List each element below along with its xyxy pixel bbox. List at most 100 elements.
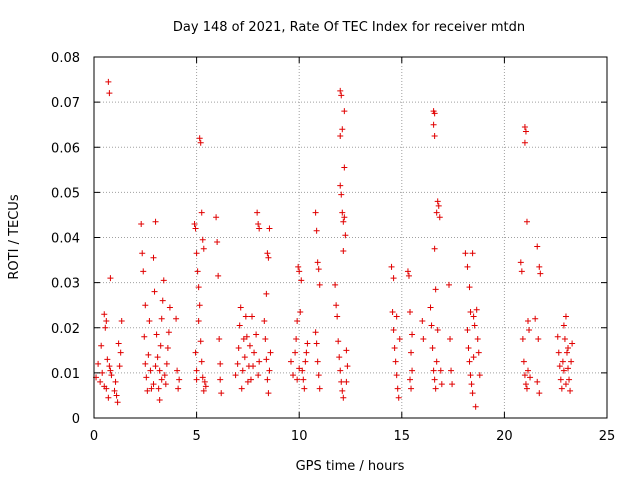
data-point [197, 338, 204, 345]
data-point [430, 367, 437, 374]
x-tick-label: 25 [599, 429, 616, 444]
data-point [161, 372, 168, 379]
data-point [95, 360, 102, 367]
data-point [523, 218, 530, 225]
data-point [315, 266, 322, 273]
data-point [315, 372, 322, 379]
data-point [241, 354, 248, 361]
x-tick-label: 5 [192, 429, 200, 444]
data-point [431, 110, 438, 117]
y-tick-label: 0.03 [51, 277, 80, 292]
data-point [561, 336, 568, 343]
grid-lines [94, 57, 607, 418]
x-tick-label: 20 [496, 429, 513, 444]
data-point [105, 394, 112, 401]
data-point [537, 270, 544, 277]
data-point [200, 387, 207, 394]
data-point [447, 336, 454, 343]
data-point [264, 376, 271, 383]
data-point [298, 277, 305, 284]
data-point [391, 345, 398, 352]
data-point [522, 128, 529, 135]
data-point [107, 367, 114, 374]
data-point [522, 381, 529, 388]
data-point [438, 381, 445, 388]
data-point [290, 372, 297, 379]
data-point [154, 354, 161, 361]
data-point [255, 220, 262, 227]
data-point [445, 281, 452, 288]
data-point [468, 381, 475, 388]
data-point [256, 225, 263, 232]
y-tick-label: 0 [72, 412, 80, 427]
data-point [474, 336, 481, 343]
data-point [201, 378, 208, 385]
data-point [142, 360, 149, 367]
data-point [242, 313, 249, 320]
data-point [236, 322, 243, 329]
data-point [159, 297, 166, 304]
data-point [265, 254, 272, 261]
data-point [196, 302, 203, 309]
data-point [428, 322, 435, 329]
data-point [565, 345, 572, 352]
data-point [200, 245, 207, 252]
data-point [388, 263, 395, 270]
data-point [567, 387, 574, 394]
data-point [303, 349, 310, 356]
axis-tick-labels: 0 5 10 15 20 25 0 0.01 0.02 0.03 0.04 0.05 0.06 0.07 0… [51, 51, 615, 444]
data-point [408, 349, 415, 356]
data-point [102, 324, 109, 331]
data-point [313, 227, 320, 234]
y-tick-label: 0.06 [51, 141, 80, 156]
data-point [155, 385, 162, 392]
data-point [198, 209, 205, 216]
data-point [337, 132, 344, 139]
data-point [466, 358, 473, 365]
data-point [294, 317, 301, 324]
data-point [336, 354, 343, 361]
data-point [430, 121, 437, 128]
data-point [218, 390, 225, 397]
data-point [117, 349, 124, 356]
data-point [299, 367, 306, 374]
data-point [108, 372, 115, 379]
data-point [264, 250, 271, 257]
data-point [216, 336, 223, 343]
data-point [558, 385, 565, 392]
data-point [314, 259, 321, 266]
data-point [141, 333, 148, 340]
data-point [163, 360, 170, 367]
data-point [420, 336, 427, 343]
data-point [560, 322, 567, 329]
data-point [470, 313, 477, 320]
data-point [164, 345, 171, 352]
data-point [409, 331, 416, 338]
data-point [234, 360, 241, 367]
data-point [197, 139, 204, 146]
data-point [293, 336, 300, 343]
data-point [473, 306, 480, 313]
data-point [436, 214, 443, 221]
data-point [265, 390, 272, 397]
data-point [555, 349, 562, 356]
data-point [157, 342, 164, 349]
data-point [116, 363, 123, 370]
data-point [99, 369, 106, 376]
data-point [191, 220, 198, 227]
y-tick-label: 0.05 [51, 186, 80, 201]
data-point [408, 385, 415, 392]
data-point [235, 345, 242, 352]
data-point [261, 317, 268, 324]
data-point [338, 92, 345, 99]
x-tick-label: 15 [394, 429, 411, 444]
data-point [392, 358, 399, 365]
data-point [144, 387, 151, 394]
data-point [342, 232, 349, 239]
data-point [103, 385, 110, 392]
data-point [173, 315, 180, 322]
data-point [239, 367, 246, 374]
data-point [103, 317, 110, 324]
data-point [431, 245, 438, 252]
y-tick-label: 0.04 [51, 232, 80, 247]
